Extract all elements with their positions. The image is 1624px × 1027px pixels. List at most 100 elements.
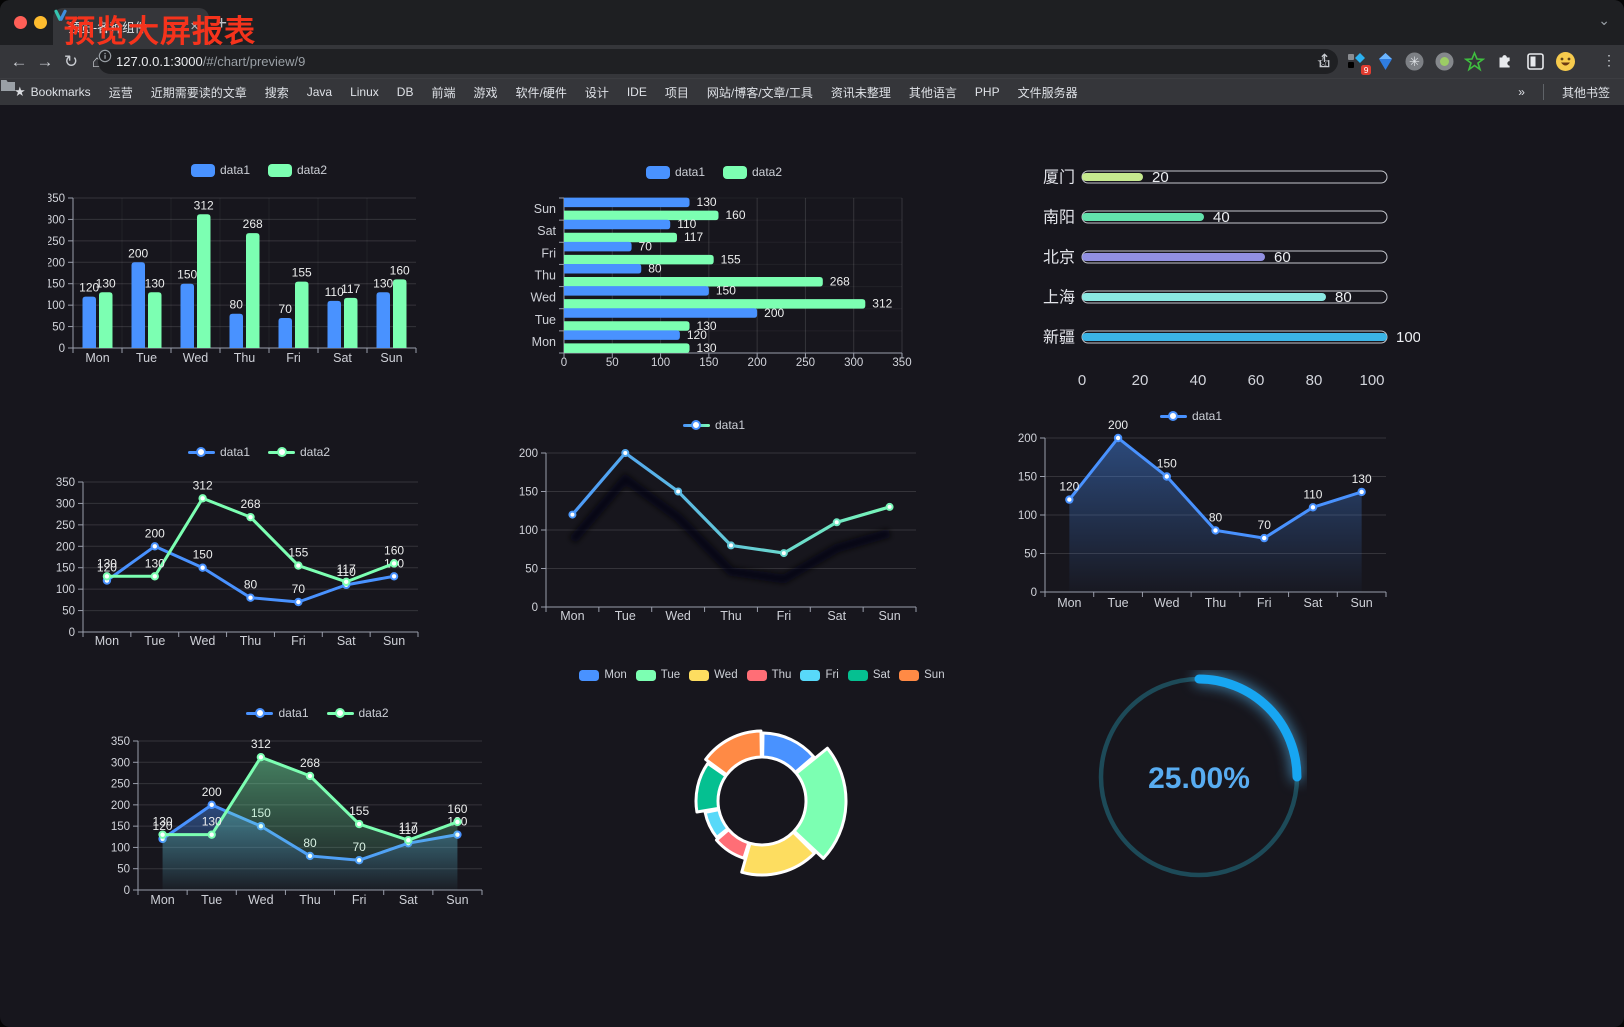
split-view-icon[interactable] — [1525, 51, 1546, 72]
bookmark-folder[interactable]: 资讯未整理 — [1, 80, 891, 101]
legend-item[interactable]: data2 — [326, 706, 389, 720]
extension-grid-icon[interactable]: 9 — [1346, 51, 1371, 75]
bookmark-folder[interactable]: 设计 — [1, 80, 609, 101]
svg-text:350: 350 — [56, 477, 75, 489]
close-window-button[interactable] — [14, 16, 27, 29]
legend-item[interactable]: data1 — [682, 418, 745, 432]
chart-bar-vertical[interactable]: 0 50 100 150 200 250 300 350 Mon Tue Wed Thu Fri Sat S… — [48, 155, 470, 380]
chart-area-single[interactable]: 0 50 100 150 200 Mon Tue Wed Thu Fri Sat Sun 120 200 1… — [975, 388, 1407, 613]
reload-button[interactable]: ↻ — [63, 51, 79, 71]
svg-text:130: 130 — [697, 319, 717, 333]
svg-text:130: 130 — [1352, 472, 1372, 486]
chart-line-gradient[interactable]: 0 50 100 150 200 Mon Tue Wed Thu Fri Sat Sun data1 — [498, 398, 930, 628]
legend-item[interactable]: Sat — [847, 669, 890, 681]
chart-rose-donut[interactable]: Mon Tue Wed Thu Fri Sat Sun — [572, 635, 952, 887]
extension-star-icon[interactable] — [1464, 51, 1485, 72]
tab-search-chevron-icon[interactable]: ⌄ — [1598, 12, 1610, 28]
bookmark-folder[interactable]: Java — [1, 80, 332, 99]
svg-text:130: 130 — [145, 276, 165, 290]
address-bar[interactable]: 127.0.0.1:3000 /#/chart/preview/9 ☆ — [98, 49, 1338, 74]
legend-item[interactable]: data1 — [246, 706, 309, 720]
legend-item[interactable]: data1 — [645, 165, 705, 179]
bookmarks-bar: ★ Bookmarks 运营 近期需要读的文章 搜索 Java Linux DB 前端 游戏软… — [0, 78, 1624, 105]
svg-text:160: 160 — [390, 263, 410, 277]
svg-text:Sat: Sat — [333, 351, 352, 365]
legend-marker — [1159, 411, 1187, 421]
chart-line-two-series[interactable]: 0 50 100 150 200 250 300 350 Mon Tue Wed Thu Fri Sat S… — [48, 423, 470, 653]
extensions-puzzle-icon[interactable] — [1494, 51, 1515, 72]
legend-item[interactable]: Wed — [689, 669, 738, 681]
extension-green-dot-icon[interactable] — [1434, 51, 1455, 72]
chart-gauge[interactable]: 25.00% — [1095, 670, 1307, 886]
chart-area-two-series[interactable]: 0 50 100 150 200 250 300 350 Mon Tue Wed Thu Fri Sat S… — [105, 673, 530, 918]
new-tab-button[interactable]: + — [216, 13, 228, 34]
bookmark-folder[interactable]: 文件服务器 — [1, 80, 1078, 101]
bookmark-folder[interactable]: Linux — [1, 80, 379, 99]
legend-label: data2 — [752, 165, 783, 179]
legend-item[interactable]: data1 — [187, 445, 250, 459]
svg-text:南阳: 南阳 — [1043, 209, 1075, 227]
bookmark-folder[interactable]: 搜索 — [1, 80, 289, 101]
bookmark-folder[interactable]: DB — [1, 80, 413, 99]
chart-bar-horizontal[interactable]: 0 50 100 150 200 250 300 350 Sun 130 160 Sat 110 117 F… — [498, 150, 930, 380]
legend-item[interactable]: data2 — [268, 445, 330, 459]
chart-legend[interactable]: data1 — [498, 417, 930, 433]
home-button[interactable]: ⌂ — [91, 51, 103, 71]
svg-text:Thu: Thu — [299, 893, 321, 907]
browser-tab[interactable]: 预览-各种组件 × — [53, 8, 209, 45]
svg-text:✳: ✳ — [1409, 54, 1420, 69]
bookmark-folder[interactable]: 运营 — [1, 80, 133, 101]
svg-text:130: 130 — [373, 276, 393, 290]
chart-legend[interactable]: data1 data2 — [48, 162, 470, 178]
svg-text:130: 130 — [202, 815, 222, 829]
legend-marker — [645, 165, 670, 179]
legend-item[interactable]: Tue — [635, 669, 680, 681]
bookmark-folder[interactable]: 网站/博客/文章/工具 — [1, 80, 813, 101]
bookmarks-overflow-button[interactable]: » — [1518, 85, 1525, 99]
legend-item[interactable]: data2 — [723, 165, 782, 179]
legend-label: Wed — [714, 669, 738, 681]
share-icon[interactable] — [1317, 52, 1332, 69]
legend-item[interactable]: Sun — [899, 669, 945, 681]
bookmark-folder[interactable]: 项目 — [1, 80, 689, 101]
profile-avatar[interactable] — [1555, 51, 1576, 72]
forward-button[interactable]: → — [36, 51, 54, 71]
legend-marker — [899, 669, 920, 681]
svg-text:Fri: Fri — [1257, 596, 1272, 610]
extension-gem-icon[interactable] — [1375, 51, 1396, 72]
bookmark-folder[interactable]: 软件/硬件 — [1, 80, 567, 101]
bookmark-folder[interactable]: 近期需要读的文章 — [1, 80, 247, 101]
svg-text:100: 100 — [111, 842, 130, 854]
chart-legend[interactable]: data1 data2 — [498, 164, 930, 180]
site-info-icon[interactable] — [98, 49, 112, 63]
legend-item[interactable]: data1 — [1159, 409, 1222, 423]
legend-item[interactable]: Fri — [800, 669, 839, 681]
legend-label: data1 — [219, 445, 250, 459]
tab-close-icon[interactable]: × — [190, 18, 199, 35]
browser-menu-icon[interactable]: ⋮ — [1602, 52, 1616, 68]
chart-legend[interactable]: data1 data2 — [105, 705, 530, 721]
bookmark-folder[interactable]: 游戏 — [1, 80, 497, 101]
extension-command-icon[interactable]: ✳ — [1404, 51, 1425, 72]
minimize-window-button[interactable] — [34, 16, 47, 29]
other-bookmarks-folder[interactable]: 其他书签 — [1, 80, 1610, 101]
legend-item[interactable]: data1 — [190, 163, 250, 177]
legend-item[interactable]: Mon — [579, 669, 627, 681]
bookmark-folder[interactable]: PHP — [1, 80, 1000, 99]
svg-text:200: 200 — [1108, 418, 1128, 432]
svg-text:200: 200 — [111, 800, 130, 812]
chart-legend[interactable]: data1 data2 — [48, 444, 470, 460]
svg-text:250: 250 — [56, 520, 75, 532]
svg-text:Sun: Sun — [534, 202, 556, 216]
chart-legend[interactable]: data1 — [975, 408, 1407, 424]
bookmark-folder[interactable]: 前端 — [1, 80, 455, 101]
bookmark-folder[interactable]: 其他语言 — [1, 80, 957, 101]
chart-progress-bars[interactable]: 厦门 20 南阳 40 北京 60 上海 80 新疆 100 0 20 40 60 80 100 — [980, 157, 1420, 392]
legend-item[interactable]: Thu — [746, 669, 791, 681]
bookmark-folder[interactable]: IDE — [1, 80, 647, 99]
back-button[interactable]: ← — [10, 51, 28, 71]
svg-text:150: 150 — [177, 268, 197, 282]
legend-item[interactable]: data2 — [268, 163, 327, 177]
chart-legend[interactable]: Mon Tue Wed Thu Fri Sat Sun — [572, 667, 952, 683]
bookmarks-manager[interactable]: ★ Bookmarks — [14, 84, 91, 100]
